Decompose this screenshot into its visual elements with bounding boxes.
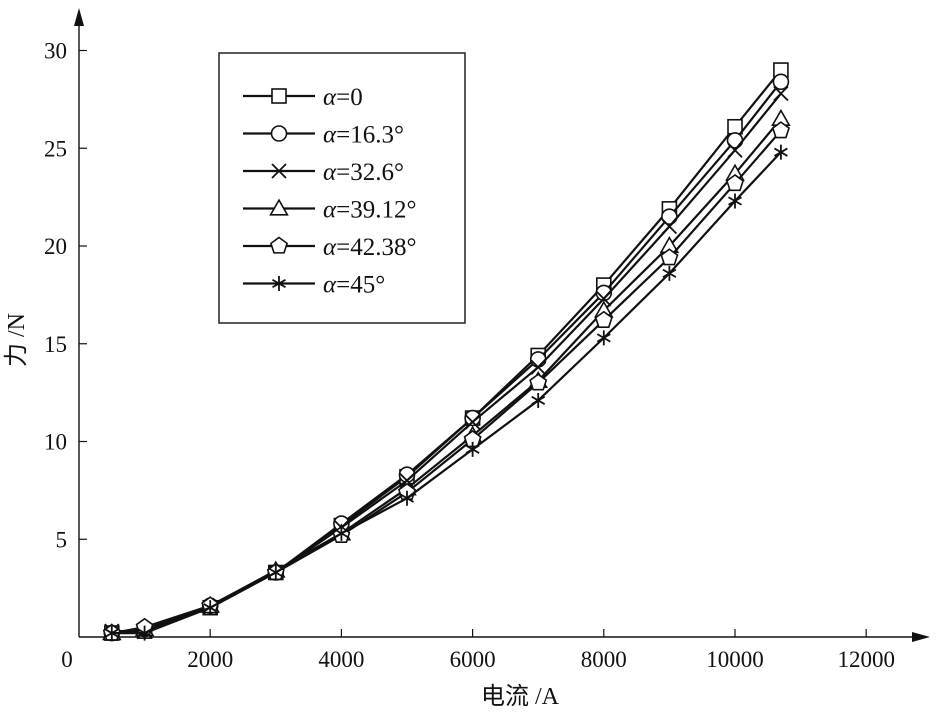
data-point: [725, 173, 745, 192]
legend-value: =39.12°: [336, 197, 416, 224]
data-point: [334, 525, 349, 541]
x-axis-arrow: [912, 632, 930, 642]
y-tick-label: 20: [44, 234, 67, 259]
legend-marker: [269, 198, 289, 216]
legend-label: α=39.12°: [323, 197, 416, 224]
y-axis-arrow: [74, 8, 84, 26]
data-point: [771, 121, 790, 139]
legend-entry: α=45°: [243, 272, 385, 299]
data-point: [728, 193, 742, 209]
legend-value: =0: [336, 84, 363, 111]
legend-label: α=45°: [323, 272, 385, 299]
x-tick-label: 6000: [450, 647, 496, 672]
legend-alpha-symbol: α: [323, 197, 337, 224]
legend-marker: [269, 236, 289, 254]
y-tick-label: 10: [44, 430, 67, 455]
data-point: [596, 330, 611, 346]
data-point: [137, 625, 152, 641]
y-axis-title: 力 /N: [3, 313, 30, 367]
legend-value: =32.6°: [336, 159, 404, 186]
data-point: [594, 310, 613, 328]
legend-entry: α=42.38°: [243, 234, 416, 261]
legend-value: =42.38°: [336, 234, 416, 261]
data-point: [660, 248, 679, 266]
data-point: [529, 373, 548, 391]
data-point: [773, 85, 789, 102]
data-point: [772, 73, 790, 91]
series-line: [111, 129, 782, 635]
legend-label: α=0: [323, 84, 363, 111]
data-point: [727, 118, 743, 135]
series-asterisk: [104, 144, 788, 641]
data-point: [400, 490, 414, 506]
legend-value: =16.3°: [336, 122, 404, 149]
axes: 2000 4000 6000 8000 10000 12000 5 10 15 20 25 30: [44, 8, 930, 672]
x-tick-label: 2000: [187, 647, 233, 672]
legend-alpha-symbol: α: [323, 159, 337, 186]
legend-label: α=16.3°: [323, 122, 404, 149]
x-axis-title: 电流 /A: [481, 683, 560, 710]
legend-value: =45°: [336, 272, 385, 299]
legend-entry: α=32.6°: [243, 159, 404, 186]
data-point: [531, 392, 546, 408]
legend-label: α=42.38°: [323, 234, 416, 261]
y-tick-label: 5: [56, 527, 68, 552]
x-tick-label: 4000: [318, 647, 364, 672]
data-point: [727, 142, 743, 158]
data-point: [773, 144, 788, 160]
legend-label: α=32.6°: [323, 159, 404, 186]
data-point: [268, 564, 283, 580]
legend: α=0α=16.3°α=32.6°α=39.12°α=42.38°α=45°: [218, 52, 466, 324]
origin-label: 0: [61, 647, 73, 672]
data-point: [596, 291, 612, 307]
data-point: [529, 351, 547, 368]
series-layer: [102, 62, 791, 642]
y-tick-label: 15: [44, 332, 67, 357]
data-point: [595, 284, 613, 302]
legend-entry: α=39.12°: [243, 197, 416, 224]
series-line: [111, 151, 782, 635]
legend-marker: [271, 88, 287, 104]
legend-alpha-symbol: α: [323, 234, 337, 261]
data-point: [465, 441, 480, 457]
legend-alpha-symbol: α: [323, 272, 337, 299]
data-point: [662, 265, 677, 281]
data-point: [530, 359, 546, 375]
data-point: [464, 409, 481, 427]
legend-marker: [271, 163, 287, 179]
x-tick-label: 12000: [837, 647, 895, 672]
legend-entry: α=16.3°: [243, 122, 404, 149]
legend-marker: [270, 125, 288, 142]
x-tick-label: 8000: [581, 647, 627, 672]
data-point: [661, 218, 678, 235]
y-tick-label: 30: [44, 39, 67, 64]
legend-marker: [272, 276, 286, 291]
data-point: [203, 600, 218, 616]
data-point: [104, 625, 119, 641]
y-tick-label: 25: [44, 136, 67, 161]
x-tick-label: 10000: [706, 647, 764, 672]
legend-alpha-symbol: α: [323, 122, 337, 149]
data-point: [464, 414, 481, 430]
legend-box: [218, 52, 466, 324]
legend-entry: α=0: [243, 84, 363, 111]
legend-alpha-symbol: α: [323, 84, 337, 111]
